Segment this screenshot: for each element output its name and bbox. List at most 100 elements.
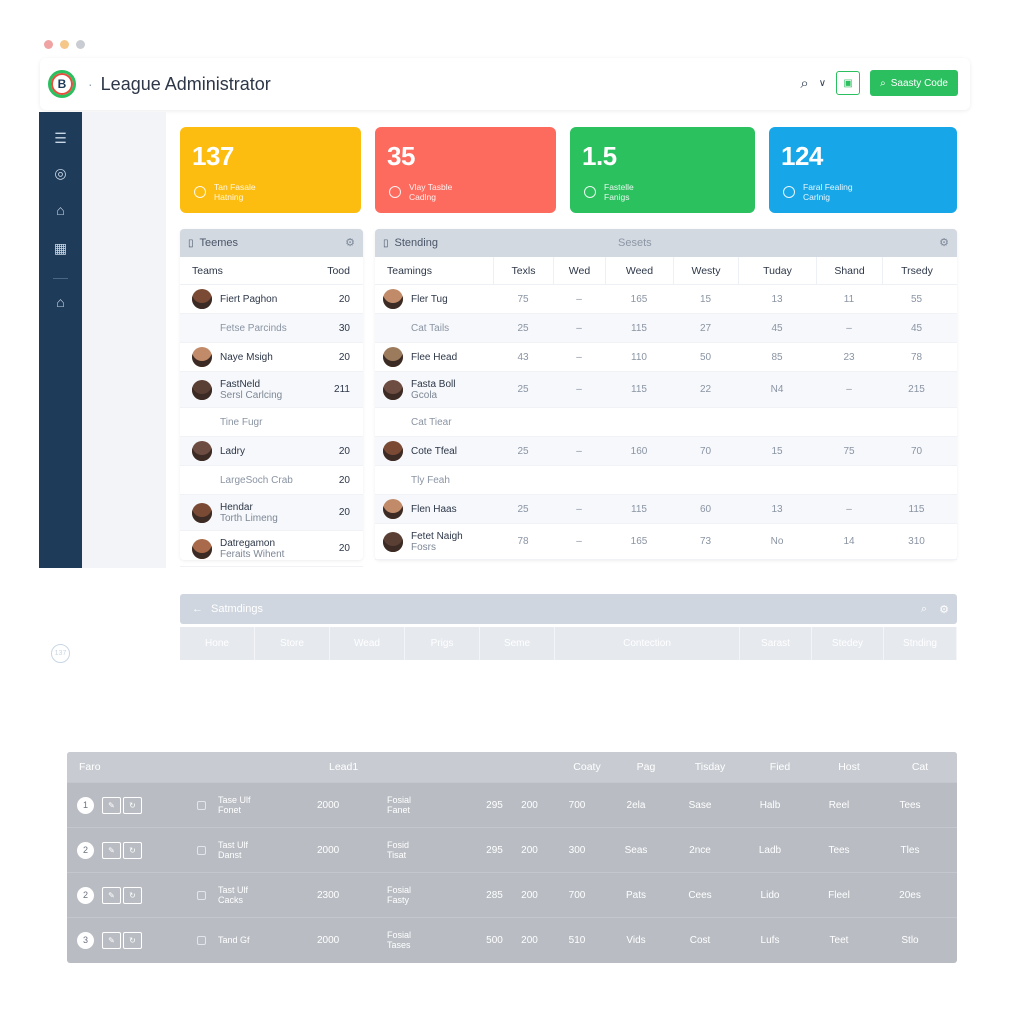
row-checkbox[interactable] xyxy=(197,935,206,945)
edit-icon[interactable]: ✎ xyxy=(102,796,121,814)
row-checkbox[interactable] xyxy=(197,800,206,810)
bottom-col-0[interactable]: Faro xyxy=(79,761,101,773)
edit-icon[interactable]: ✎ xyxy=(102,841,121,859)
link-icon[interactable]: ↻ xyxy=(123,796,142,814)
team-row[interactable]: Naye Msigh 20 xyxy=(180,343,363,372)
standing-row[interactable]: Flen Haas 25 – 115 60 13 – 115 xyxy=(375,495,957,524)
users-icon[interactable]: ⌂ xyxy=(56,202,65,218)
standing-team-cell: Fasta Boll Gcola xyxy=(375,379,493,401)
standings-col-6[interactable]: Sarast xyxy=(740,627,812,660)
standings-col-3[interactable]: Prigs xyxy=(405,627,480,660)
link-icon[interactable]: ↻ xyxy=(123,841,142,859)
app-switcher-button[interactable]: ▣ xyxy=(836,71,861,95)
row-pag: 2ela xyxy=(626,799,646,811)
bottom-col-6[interactable]: Host xyxy=(838,761,860,773)
standing-col-2[interactable]: Wed xyxy=(553,256,605,285)
standing-row[interactable]: Cote Tfeal 25 – 160 70 15 75 70 xyxy=(375,437,957,466)
window-dot-minimize[interactable] xyxy=(60,40,69,49)
standing-row[interactable]: Flee Head 43 – 110 50 85 23 78 xyxy=(375,343,957,372)
sidebar-divider xyxy=(53,278,68,279)
standing-row[interactable]: Fetet Naigh Fosrs 78 – 165 73 No 14 310 xyxy=(375,524,957,560)
link-icon[interactable]: ↻ xyxy=(123,886,142,904)
settings-icon[interactable]: ⚙ xyxy=(939,603,949,616)
standing-row[interactable]: Cat Tails 25 – 115 27 45 – 45 xyxy=(375,314,957,343)
bottom-row[interactable]: 1 ✎ ↻ Tase Ulf Fonet 2000 Fosial Fanet 295 200 700… xyxy=(67,782,957,827)
window-dot-close[interactable] xyxy=(44,40,53,49)
row-coaty: 300 xyxy=(568,844,586,856)
standings-col-2[interactable]: Wead xyxy=(330,627,405,660)
standings-col-8[interactable]: Stnding xyxy=(884,627,957,660)
lock-icon[interactable]: ⌂ xyxy=(56,294,65,310)
standing-name-block: Cat Tails xyxy=(411,323,449,334)
bottom-col-3[interactable]: Pag xyxy=(636,761,656,773)
team-row[interactable]: Fetse Parcinds 30 xyxy=(180,314,363,343)
standing-col-7[interactable]: Trsedy xyxy=(882,256,951,285)
standing-col-3[interactable]: Weed xyxy=(605,256,673,285)
bottom-col-2[interactable]: Coaty xyxy=(573,761,601,773)
col-tood[interactable]: Tood xyxy=(327,264,350,277)
team-row[interactable]: Ladry 20 xyxy=(180,437,363,466)
edit-icon[interactable]: ✎ xyxy=(102,886,121,904)
team-row[interactable]: Datregamon Feraits Wihent 20 xyxy=(180,531,363,567)
bottom-col-4[interactable]: Tisday xyxy=(694,761,726,773)
kpi-card-3[interactable]: 1.5 Fastelle Fanigs xyxy=(570,127,755,213)
bottom-col-1[interactable]: Lead1 xyxy=(329,761,359,773)
team-row[interactable]: FastNeld Sersl Carlcing 211 xyxy=(180,372,363,408)
menu-icon[interactable]: ☰ xyxy=(54,130,67,146)
team-row[interactable]: Tine Fugr xyxy=(180,408,363,437)
standing-row[interactable]: Tly Feah xyxy=(375,466,957,495)
standing-team-cell: Fetet Naigh Fosrs xyxy=(375,531,493,553)
standings-col-1[interactable]: Store xyxy=(255,627,330,660)
team-row[interactable]: Fiert Paghon 20 xyxy=(180,285,363,314)
kpi-card-2[interactable]: 35 Vlay Tasble Cadlng xyxy=(375,127,556,213)
team-value: 20 xyxy=(338,445,350,457)
settings-icon[interactable]: ⚙ xyxy=(345,237,355,249)
team-value: 20 xyxy=(338,543,350,554)
standing-col-6[interactable]: Shand xyxy=(816,256,882,285)
user-avatar[interactable]: 137 xyxy=(51,644,70,663)
bottom-col-7[interactable]: Cat xyxy=(911,761,929,773)
chevron-down-icon[interactable]: ∨ xyxy=(818,77,827,89)
teams-column-header: Teams Tood xyxy=(180,257,363,285)
team-row[interactable]: Hendar Torth Limeng 20 xyxy=(180,495,363,531)
window-dot-maximize[interactable] xyxy=(76,40,85,49)
standings-col-4[interactable]: Seme xyxy=(480,627,555,660)
standing-col-4[interactable]: Westy xyxy=(673,256,738,285)
bottom-row[interactable]: 2 ✎ ↻ Tast Ulf Cacks 2300 Fosial Fasty 285 200 700… xyxy=(67,872,957,917)
link-icon[interactable]: ↻ xyxy=(123,931,142,949)
kpi-card-1[interactable]: 137 Tan Fasale Hatning xyxy=(180,127,361,213)
standings-col-0[interactable]: Hone xyxy=(180,627,255,660)
col-teams[interactable]: Teams xyxy=(192,264,223,277)
back-arrow-icon[interactable]: ← xyxy=(192,603,203,615)
standing-row[interactable]: Cat Tiear xyxy=(375,408,957,437)
search-icon[interactable]: ⌕ xyxy=(800,74,809,92)
bottom-row[interactable]: 3 ✎ ↻ Tand Gf 2000 Fosial Tases 500 200 510 Vids Co… xyxy=(67,917,957,962)
team-row[interactable]: LargeSoch Crab 20 xyxy=(180,466,363,495)
globe-icon[interactable]: ◎ xyxy=(54,165,67,181)
row-checkbox[interactable] xyxy=(197,845,206,855)
standings-col-5[interactable]: Contection xyxy=(555,627,740,660)
row-number-badge: 3 xyxy=(77,931,94,949)
bottom-col-5[interactable]: Fied xyxy=(769,761,791,773)
standing-row[interactable]: Fasta Boll Gcola 25 – 115 22 N4 – 215 xyxy=(375,372,957,408)
standing-col-5[interactable]: Tuday xyxy=(738,256,816,285)
calendar-icon[interactable]: ▦ xyxy=(53,240,68,256)
standing-cell: 115 xyxy=(908,503,925,515)
teams-rows: Fiert Paghon 20 Fetse Parcinds 30 Naye Msigh… xyxy=(180,285,363,567)
standing-col-0[interactable]: Teamings xyxy=(387,264,432,277)
team-name: Ladry xyxy=(220,445,246,457)
standings-col-7[interactable]: Stedey xyxy=(812,627,884,660)
settings-icon[interactable]: ⚙ xyxy=(939,237,949,249)
bottom-row[interactable]: 2 ✎ ↻ Tast Ulf Danst 2000 Fosid Tisat 295 200 300 S… xyxy=(67,827,957,872)
standing-cell: 75 xyxy=(517,293,529,305)
team-cell: Fiert Paghon xyxy=(180,289,322,309)
kpi-card-4[interactable]: 124 Faral Fealing Carlnig xyxy=(769,127,957,213)
edit-icon[interactable]: ✎ xyxy=(102,931,121,949)
primary-action-button[interactable]: ⌕ Saasty Code xyxy=(870,70,958,96)
standing-cell: 73 xyxy=(699,536,712,547)
row-checkbox[interactable] xyxy=(197,890,206,900)
search-icon[interactable]: ⌕ xyxy=(920,602,927,615)
standing-col-1[interactable]: Texls xyxy=(493,256,553,285)
standing-row[interactable]: Fler Tug 75 – 165 15 13 11 55 xyxy=(375,285,957,314)
app-logo[interactable]: B xyxy=(48,70,76,98)
